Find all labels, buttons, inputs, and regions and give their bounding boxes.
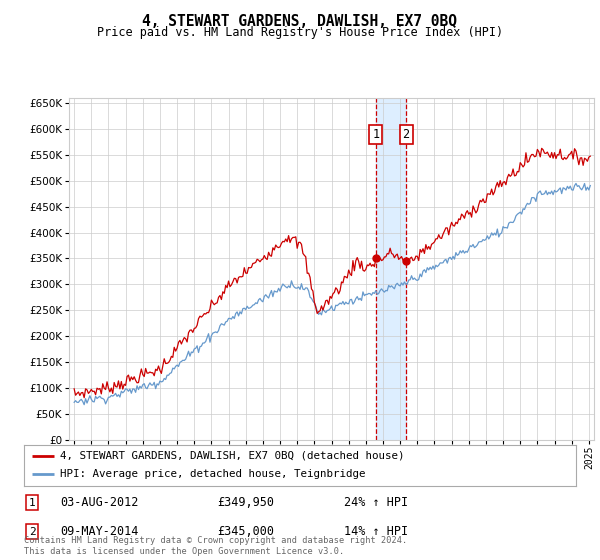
Text: 4, STEWART GARDENS, DAWLISH, EX7 0BQ: 4, STEWART GARDENS, DAWLISH, EX7 0BQ	[143, 14, 458, 29]
Text: 4, STEWART GARDENS, DAWLISH, EX7 0BQ (detached house): 4, STEWART GARDENS, DAWLISH, EX7 0BQ (de…	[60, 451, 404, 461]
Text: 14% ↑ HPI: 14% ↑ HPI	[344, 525, 408, 538]
Text: 09-MAY-2014: 09-MAY-2014	[60, 525, 138, 538]
Text: Price paid vs. HM Land Registry's House Price Index (HPI): Price paid vs. HM Land Registry's House …	[97, 26, 503, 39]
Text: 2: 2	[403, 128, 410, 141]
Text: £345,000: £345,000	[217, 525, 274, 538]
Text: 2: 2	[29, 526, 35, 536]
Text: 1: 1	[372, 128, 379, 141]
Text: Contains HM Land Registry data © Crown copyright and database right 2024.
This d: Contains HM Land Registry data © Crown c…	[24, 536, 407, 556]
Text: HPI: Average price, detached house, Teignbridge: HPI: Average price, detached house, Teig…	[60, 469, 365, 479]
Text: 03-AUG-2012: 03-AUG-2012	[60, 496, 138, 509]
Text: £349,950: £349,950	[217, 496, 274, 509]
Text: 24% ↑ HPI: 24% ↑ HPI	[344, 496, 408, 509]
Text: 1: 1	[29, 498, 35, 508]
Bar	[376, 98, 406, 440]
